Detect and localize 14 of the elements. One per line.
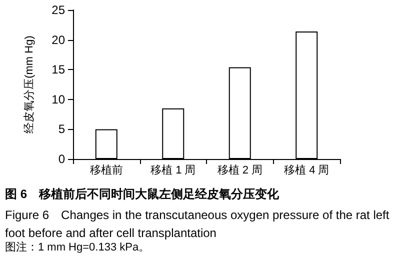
- y-tick-label: 15: [52, 62, 66, 77]
- y-axis-title: 经皮氧分压(mm Hg): [22, 36, 36, 134]
- text: 图 6 移植前后不同时间大鼠左侧足经皮氧分压变化: [5, 187, 280, 201]
- x-tick-label: 移植前: [90, 164, 123, 176]
- text: Figure 6 Changes in the transcutaneous oxygen pressure of the rat left foot before and after cell transplantation: [5, 208, 393, 240]
- y-tick-label: 25: [52, 3, 66, 17]
- x-tick-label: 移植 4 周: [284, 164, 330, 176]
- y-tick-label: 5: [58, 122, 66, 136]
- text: 图注：1 mm Hg=0.133 kPa。: [5, 240, 150, 254]
- x-tick-label: 移植 1 周: [150, 164, 196, 176]
- y-tick-label: 10: [52, 92, 66, 106]
- y-tick-label: 0: [58, 152, 66, 166]
- y-tick-label: 20: [52, 32, 66, 47]
- x-tick-label: 移植 2 周: [217, 164, 262, 176]
